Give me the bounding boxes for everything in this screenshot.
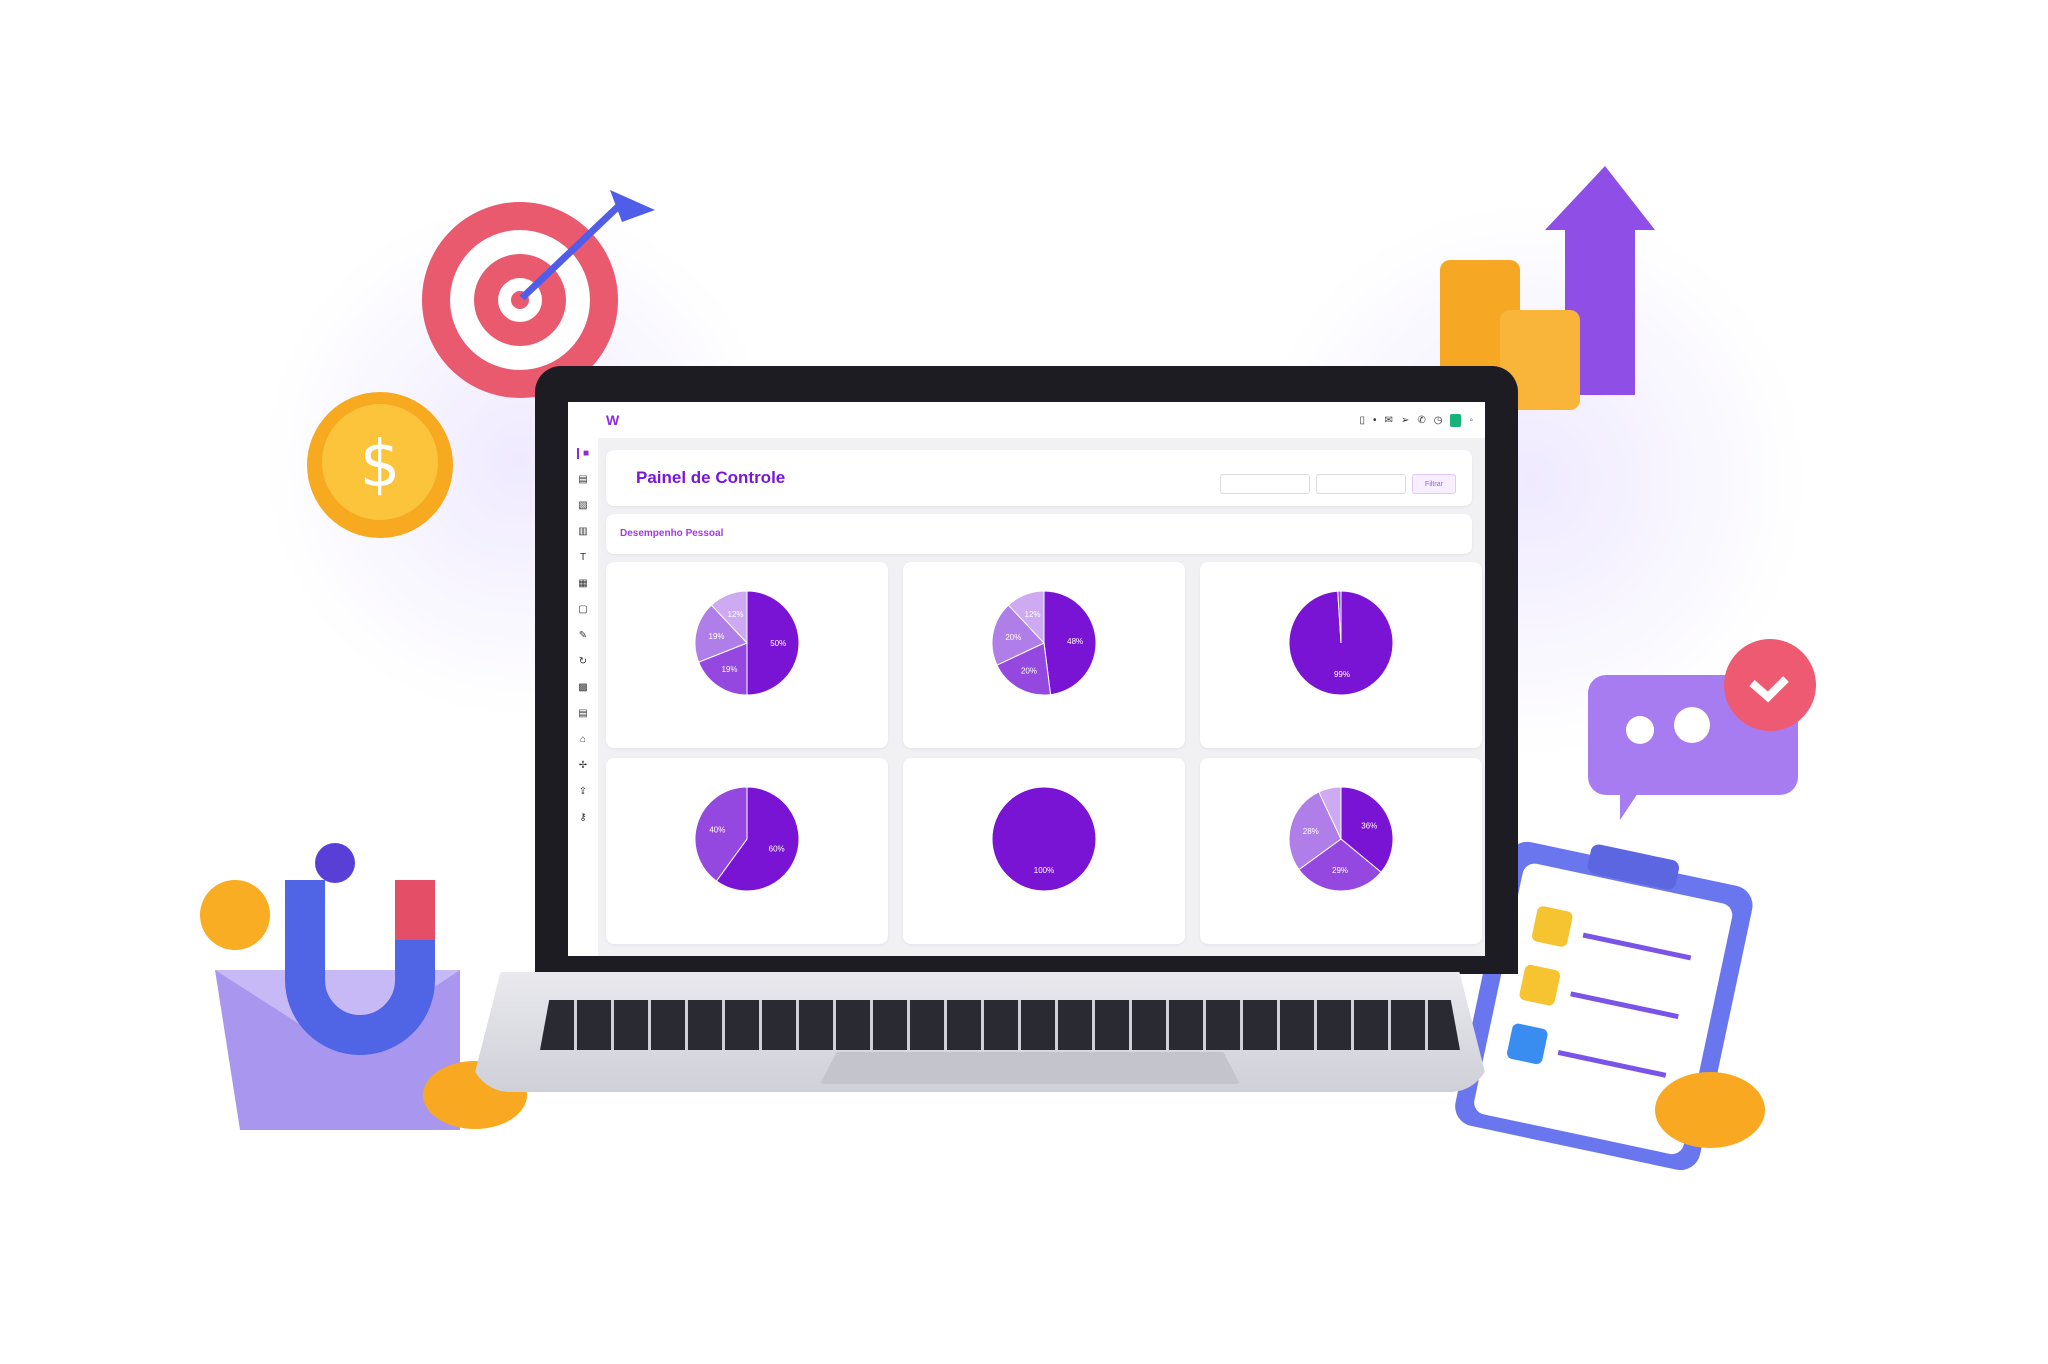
start-date-input[interactable] [1220, 474, 1310, 494]
pie-chart-card: 60% 40% [606, 758, 888, 944]
pie-slice[interactable] [1298, 838, 1382, 892]
document-icon[interactable]: ▦ [578, 578, 588, 589]
slice-label: 60% [769, 845, 785, 854]
pie-slice[interactable] [1007, 590, 1045, 645]
status-icon[interactable] [1450, 413, 1462, 427]
section-title: Desempenho Pessoal [620, 528, 724, 539]
refresh-icon[interactable]: ↻ [578, 656, 588, 667]
slice-label: 29% [1332, 866, 1348, 875]
chart-icon[interactable]: ▤ [578, 474, 588, 485]
slice-label: 12% [728, 610, 744, 619]
slice-label: 100% [1034, 866, 1054, 875]
checklist-clipboard-icon [1455, 841, 1765, 1170]
slice-label: 20% [1005, 633, 1021, 642]
pie-chart-card: 48% 20% 20% 12% [903, 562, 1185, 748]
pie-slice[interactable] [694, 786, 748, 882]
pie-slice[interactable] [1288, 791, 1342, 871]
target-icon [422, 190, 655, 398]
clock-icon[interactable]: ◷ [1433, 414, 1443, 426]
pie-chart-card: 36% 29% 28% [1200, 758, 1482, 944]
star-icon[interactable]: ✢ [578, 760, 588, 771]
magnet-envelope-icon [200, 843, 527, 1130]
book-icon[interactable]: ▥ [578, 526, 588, 537]
slice-label: 48% [1067, 637, 1083, 646]
slice-label: 20% [1021, 666, 1037, 675]
calendar-icon[interactable]: ▩ [578, 682, 588, 693]
slice-label: 28% [1303, 827, 1319, 836]
slice-label: 50% [770, 639, 786, 648]
mail-icon[interactable]: ✉ [1384, 414, 1393, 426]
pie-chart: 60% 40% [694, 786, 800, 892]
pie-slice[interactable] [698, 642, 748, 696]
header-card: Painel de Controle Filtrar [606, 450, 1472, 506]
text-icon[interactable]: T [579, 552, 587, 563]
chat-bubble-icon [1588, 639, 1816, 820]
pie-slice[interactable] [1337, 590, 1342, 644]
pie-chart: 99% [1288, 590, 1394, 696]
key-icon[interactable]: ⚷ [579, 812, 587, 823]
pie-chart-card: 99% [1200, 562, 1482, 748]
pie-slice[interactable] [710, 590, 748, 645]
end-date-input[interactable] [1316, 474, 1406, 494]
pie-slice[interactable] [1043, 590, 1097, 696]
pie-slice[interactable] [694, 604, 748, 663]
slice-label: 19% [721, 665, 737, 674]
send-icon[interactable]: ➢ [1400, 414, 1410, 426]
slice-label: 12% [1025, 610, 1041, 619]
menu-icon[interactable]: ▯ [1359, 414, 1366, 426]
page-title: Painel de Controle [636, 468, 786, 487]
top-bar: W ▯ • ✉ ➢ ✆ ◷ ◦ [568, 402, 1485, 438]
pie-slice[interactable] [1318, 786, 1342, 840]
pie-chart-card: 50% 19% 19% 12% [606, 562, 888, 748]
dashboard-screen: W ▯ • ✉ ➢ ✆ ◷ ◦ ■ ▤ ▧ ▥ T ▦ ▢ ✎ ↻ ▩ ▤ ⌂ … [568, 402, 1485, 956]
pie-chart: 36% 29% 28% [1288, 786, 1394, 892]
bank-icon[interactable]: ⌂ [579, 734, 587, 745]
section-card: Desempenho Pessoal [606, 514, 1472, 554]
pie-chart: 100% [991, 786, 1097, 892]
slice-label: 19% [709, 632, 725, 641]
upload-icon[interactable]: ⇪ [578, 786, 588, 797]
pie-slice[interactable] [991, 604, 1045, 666]
pie-chart: 48% 20% 20% 12% [991, 590, 1097, 696]
home-icon[interactable]: ■ [576, 448, 589, 459]
dollar-coin-icon: $ [307, 392, 453, 538]
pie-slice[interactable] [991, 786, 1097, 892]
pie-chart: 50% 19% 19% 12% [694, 590, 800, 696]
growth-arrow-coins-icon [1440, 166, 1655, 410]
pen-icon[interactable]: ✎ [578, 630, 588, 641]
slice-label: 36% [1361, 822, 1377, 831]
pie-slice[interactable] [1340, 786, 1394, 873]
slice-label: 40% [709, 825, 725, 834]
pie-slice[interactable] [746, 590, 800, 696]
user-icon[interactable]: ◦ [1469, 414, 1473, 426]
filter-button[interactable]: Filtrar [1412, 474, 1456, 494]
app-logo: W [606, 412, 620, 428]
tablet-icon[interactable]: ▢ [578, 604, 588, 615]
bell-icon[interactable]: • [1373, 414, 1377, 426]
pie-chart-card: 100% [903, 758, 1185, 944]
sidebar: ■ ▤ ▧ ▥ T ▦ ▢ ✎ ↻ ▩ ▤ ⌂ ✢ ⇪ ⚷ [568, 438, 598, 956]
pie-slice[interactable] [715, 786, 800, 892]
laptop-trackpad [820, 1052, 1240, 1084]
phone-icon[interactable]: ✆ [1417, 414, 1426, 426]
svg-text:$: $ [360, 428, 401, 502]
laptop-keyboard [540, 1000, 1460, 1050]
slice-label: 99% [1334, 670, 1350, 679]
image-icon[interactable]: ▧ [578, 500, 588, 511]
pie-slice[interactable] [996, 642, 1052, 696]
file-icon[interactable]: ▤ [578, 708, 588, 719]
